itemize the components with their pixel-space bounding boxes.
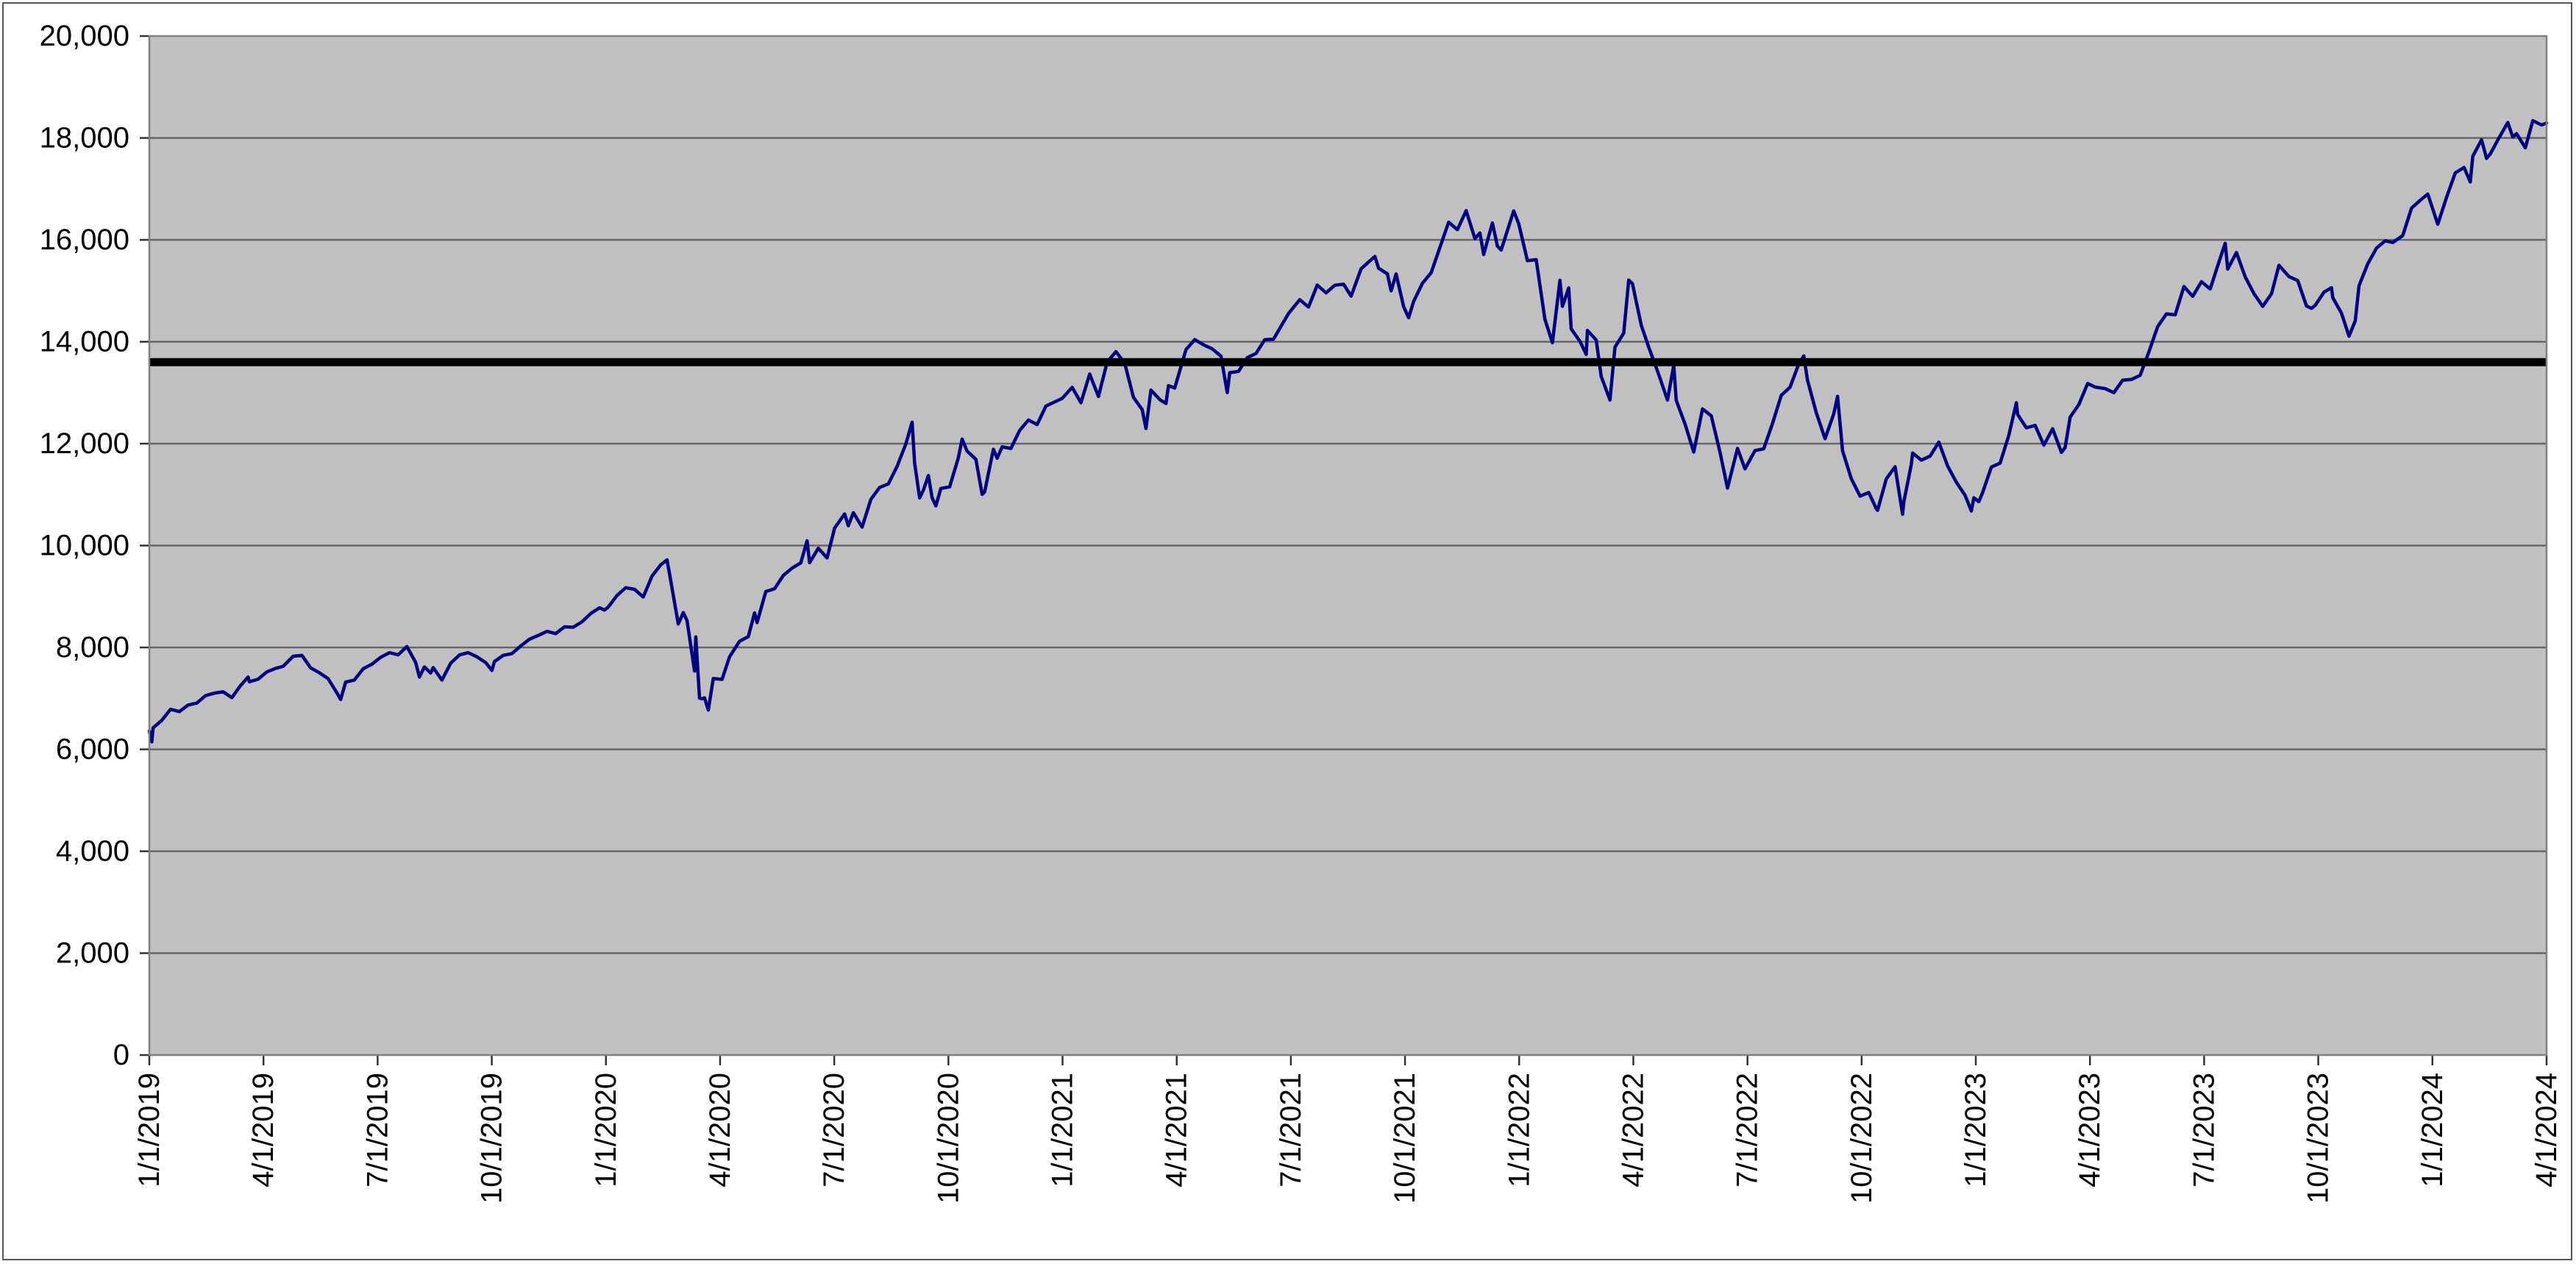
x-axis-label: 10/1/2021 bbox=[1389, 1073, 1421, 1204]
y-axis-labels: 0 2,000 4,000 6,000 8,000 10,000 12,000 14,000 1… bbox=[40, 20, 129, 1071]
x-axis-label: 10/1/2019 bbox=[476, 1073, 508, 1204]
x-axis-label: 4/1/2019 bbox=[247, 1073, 280, 1187]
y-axis-label: 12,000 bbox=[40, 427, 129, 460]
x-axis-label: 7/1/2020 bbox=[818, 1073, 850, 1187]
y-axis-label: 10,000 bbox=[40, 530, 129, 562]
x-axis-label: 7/1/2019 bbox=[361, 1073, 394, 1187]
x-axis-labels: 1/1/2019 4/1/2019 7/1/2019 10/1/2019 1/1/202… bbox=[133, 1073, 2563, 1204]
x-axis-label: 1/1/2022 bbox=[1503, 1073, 1535, 1187]
x-axis-label: 1/1/2024 bbox=[2416, 1073, 2449, 1187]
y-axis-label: 20,000 bbox=[40, 20, 129, 52]
y-axis-label: 8,000 bbox=[56, 631, 129, 664]
y-axis-label: 4,000 bbox=[56, 835, 129, 867]
x-axis-label: 10/1/2020 bbox=[932, 1073, 964, 1204]
x-axis-label: 1/1/2019 bbox=[133, 1073, 166, 1187]
data-series-line bbox=[147, 118, 2549, 744]
series-polyline bbox=[147, 118, 2549, 744]
x-axis-label: 10/1/2023 bbox=[2302, 1073, 2335, 1204]
x-axis-ticks bbox=[148, 1055, 2548, 1065]
x-axis-label: 4/1/2021 bbox=[1161, 1073, 1193, 1187]
x-axis-label: 7/1/2021 bbox=[1275, 1073, 1307, 1187]
x-axis-label: 1/1/2023 bbox=[1960, 1073, 1992, 1187]
y-axis-label: 14,000 bbox=[40, 326, 129, 358]
x-axis-label: 10/1/2022 bbox=[1846, 1073, 1878, 1204]
x-axis-label: 4/1/2024 bbox=[2530, 1073, 2563, 1187]
horizontal-gridlines bbox=[149, 137, 2547, 954]
x-axis-label: 1/1/2020 bbox=[590, 1073, 622, 1187]
y-axis-label: 16,000 bbox=[40, 224, 129, 256]
x-axis-label: 7/1/2023 bbox=[2188, 1073, 2220, 1187]
y-axis-label: 6,000 bbox=[56, 734, 129, 766]
y-axis-label: 18,000 bbox=[40, 122, 129, 155]
y-axis-ticks bbox=[140, 35, 149, 1057]
x-axis-label: 1/1/2021 bbox=[1047, 1073, 1079, 1187]
x-axis-label: 4/1/2020 bbox=[704, 1073, 736, 1187]
y-axis-label: 0 bbox=[113, 1039, 129, 1071]
x-axis-label: 4/1/2023 bbox=[2074, 1073, 2106, 1187]
x-axis-label: 4/1/2022 bbox=[1617, 1073, 1649, 1187]
x-axis-label: 7/1/2022 bbox=[1732, 1073, 1764, 1187]
y-axis-label: 2,000 bbox=[56, 937, 129, 970]
plot-area-border bbox=[148, 35, 2548, 1057]
